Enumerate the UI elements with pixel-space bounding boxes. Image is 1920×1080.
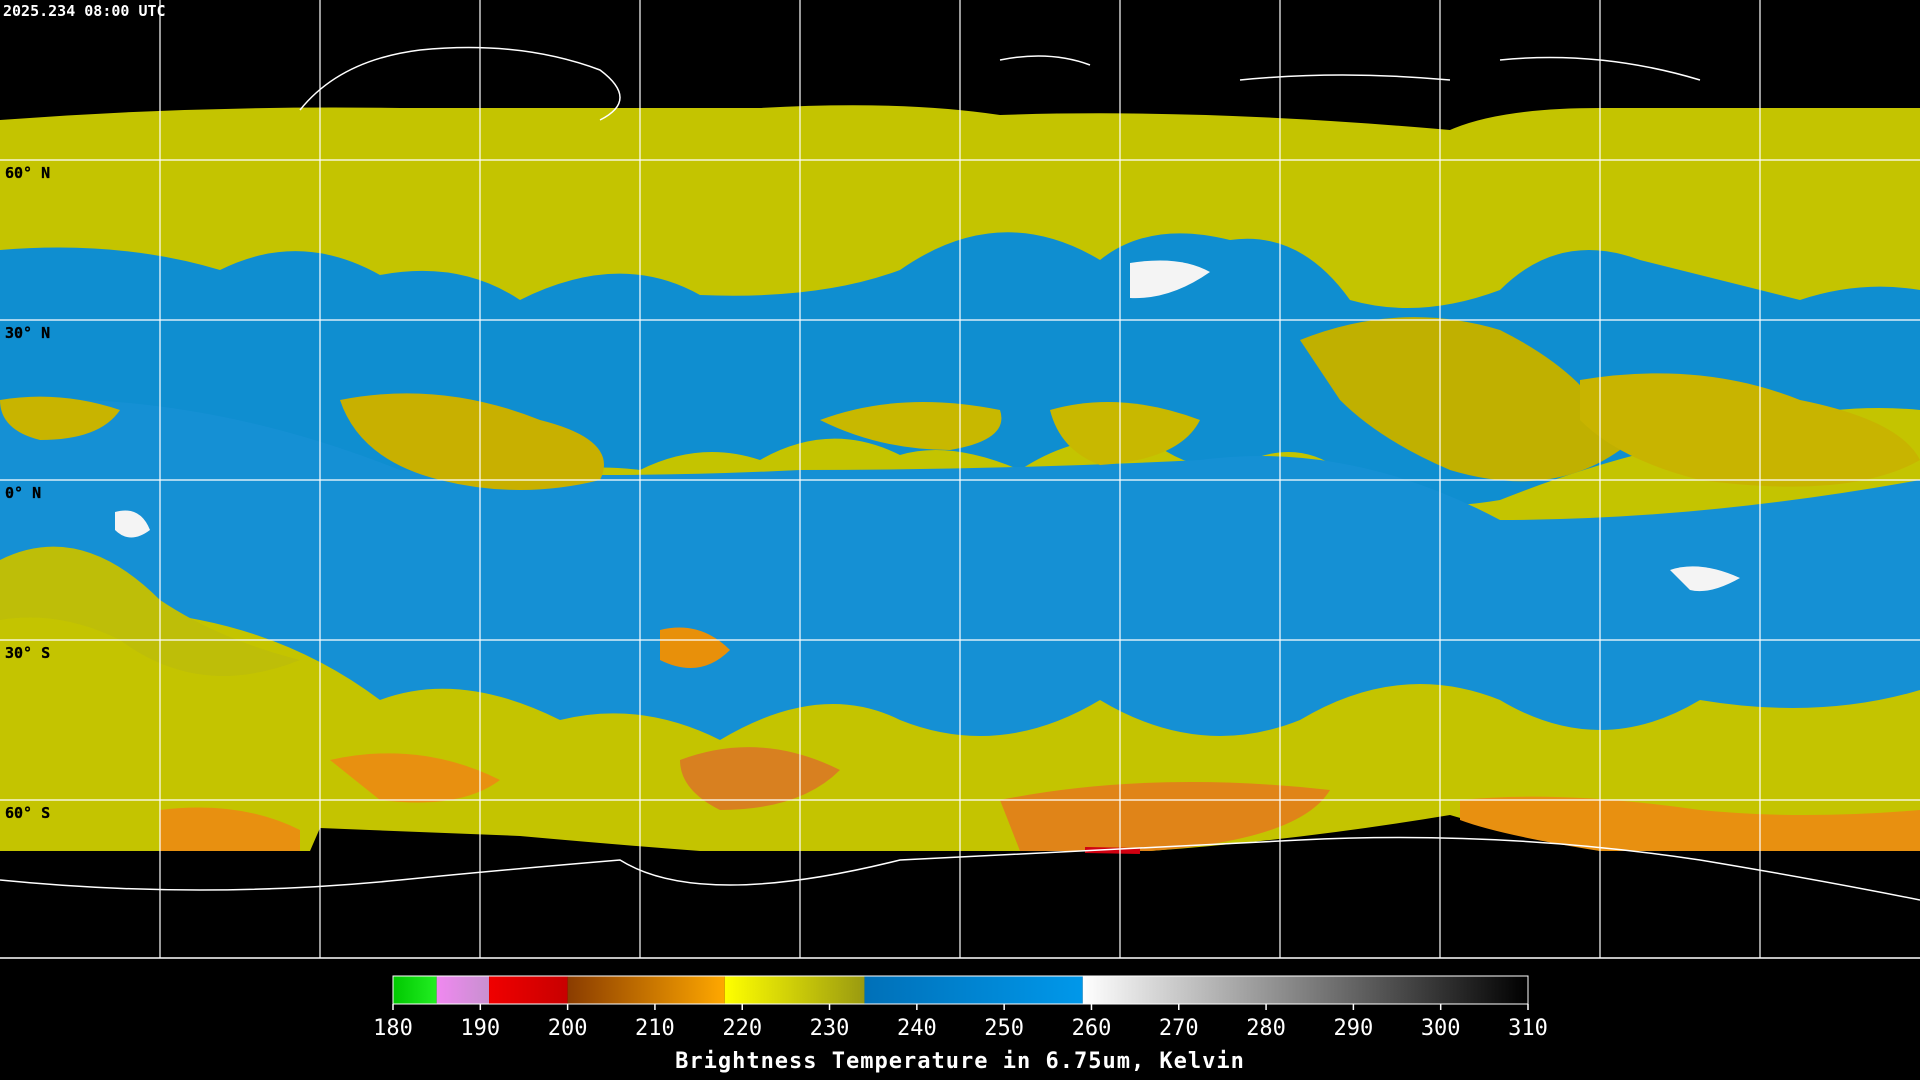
colorbar-tick-label: 180: [373, 1016, 413, 1041]
latitude-label: 30° N: [5, 324, 50, 342]
graticule: [0, 0, 1920, 958]
colorbar-frame: [392, 975, 1529, 1005]
colorbar-tick-label: 310: [1508, 1016, 1548, 1041]
latitude-label: 60° S: [5, 804, 50, 822]
colorbar-tick-label: 250: [984, 1016, 1024, 1041]
colorbar-title: Brightness Temperature in 6.75um, Kelvin: [675, 1049, 1245, 1074]
colorbar: 180 190 200 210 220 230 240 250 260 270 280 290 300 3…: [373, 975, 1548, 1041]
colorbar-tick-label: 270: [1159, 1016, 1199, 1041]
latitude-label: 30° S: [5, 644, 50, 662]
colorbar-segment: [724, 976, 865, 1004]
colorbar-tick-label: 190: [460, 1016, 500, 1041]
colorbar-tick-label: 200: [548, 1016, 588, 1041]
colorbar-tick-label: 300: [1421, 1016, 1461, 1041]
latitude-label: 0° N: [5, 484, 41, 502]
colorbar-tick-label: 260: [1072, 1016, 1112, 1041]
colorbar-segment: [436, 976, 490, 1004]
colorbar-tick-label: 290: [1334, 1016, 1374, 1041]
colorbar-tick-label: 210: [635, 1016, 675, 1041]
latitude-labels: 60° N 30° N 0° N 30° S 60° S: [5, 164, 50, 822]
colorbar-tick-label: 240: [897, 1016, 937, 1041]
colorbar-tick-label: 280: [1246, 1016, 1286, 1041]
colorbar-tick-label: 220: [722, 1016, 762, 1041]
colorbar-segment: [567, 976, 725, 1004]
latitude-label: 60° N: [5, 164, 50, 182]
colorbar-segment: [393, 976, 437, 1004]
colorbar-segment: [489, 976, 568, 1004]
timestamp: 2025.234 08:00 UTC: [3, 2, 166, 20]
colorbar-tick-label: 230: [810, 1016, 850, 1041]
colorbar-segment: [864, 976, 1083, 1004]
colorbar-segment: [1082, 976, 1528, 1004]
